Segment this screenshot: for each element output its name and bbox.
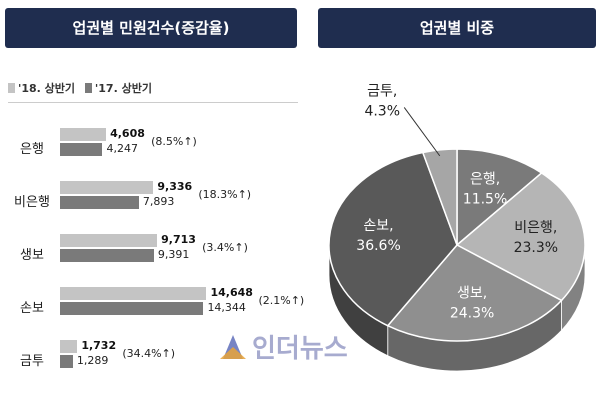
category-label: 금투 xyxy=(20,354,44,369)
pie-slice-label: 은행, xyxy=(470,171,500,187)
growth-label: (2.1%↑) xyxy=(258,294,305,307)
pie-chart-title: 업권별 비중 xyxy=(318,8,596,48)
pie-slice xyxy=(386,244,563,342)
pie-slice-value: 23.3% xyxy=(514,240,558,256)
value-label-current: 14,648 xyxy=(210,286,253,299)
bar-previous xyxy=(60,355,73,368)
pie-slice-label: 금투, xyxy=(367,83,397,99)
pie-slice-label: 손보, xyxy=(363,218,393,234)
growth-label: (18.3%↑) xyxy=(198,188,252,201)
pie-slice-label: 생보, xyxy=(457,285,487,301)
pie-slice-label: 비은행, xyxy=(514,220,557,236)
watermark: 인더뉴스 xyxy=(218,328,348,365)
pie-slice-value: 4.3% xyxy=(364,103,400,119)
watermark-text: 인더뉴스 xyxy=(252,334,348,364)
category-label: 은행 xyxy=(20,142,44,157)
value-label-current: 4,608 xyxy=(110,127,145,140)
watermark-logo-icon xyxy=(220,334,246,359)
value-label-previous: 7,893 xyxy=(142,195,175,208)
growth-label: (8.5%↑) xyxy=(151,135,197,148)
legend-swatch-previous xyxy=(84,83,92,93)
value-label-previous: 14,344 xyxy=(207,301,246,314)
category-label: 손보 xyxy=(20,301,44,316)
legend-label-previous: '17. 상반기 xyxy=(94,82,152,95)
bar-current xyxy=(60,128,107,141)
category-label: 비은행 xyxy=(14,195,50,210)
value-label-previous: 9,391 xyxy=(157,248,190,261)
value-label-previous: 1,289 xyxy=(76,354,109,367)
pie-slice-value: 11.5% xyxy=(463,191,507,207)
bar-previous xyxy=(60,249,154,262)
bar-current xyxy=(60,287,207,300)
pie-slice xyxy=(421,148,458,246)
value-label-current: 1,732 xyxy=(81,339,117,352)
pie-slice xyxy=(456,148,543,247)
value-label-current: 9,336 xyxy=(157,180,193,193)
legend-item-current: '18. 상반기 xyxy=(8,80,75,96)
bar-previous xyxy=(60,196,139,209)
growth-label: (3.4%↑) xyxy=(202,241,248,254)
bar-chart-title: 업권별 민원건수(증감율) xyxy=(5,8,297,48)
legend-item-previous: '17. 상반기 xyxy=(84,80,152,96)
pie-slice xyxy=(455,172,586,302)
pie-leader-line xyxy=(403,107,441,157)
bar-previous xyxy=(60,302,204,315)
pie-slice-value: 24.3% xyxy=(450,305,494,321)
value-label-previous: 4,247 xyxy=(106,142,138,155)
legend-label-current: '18. 상반기 xyxy=(18,82,76,95)
bar-current xyxy=(60,340,78,353)
bar-current xyxy=(60,181,154,194)
pie-slice xyxy=(328,151,458,327)
legend-swatch-current xyxy=(8,83,15,93)
category-label: 생보 xyxy=(20,248,44,263)
pie-chart: 은행, 11.5% 비은행, 23.3% 생보, 24.3% 손보, 36.6% 금투, 4.3% xyxy=(328,83,586,372)
value-label-current: 9,713 xyxy=(161,233,196,246)
bar-previous xyxy=(60,143,103,156)
legend-divider xyxy=(8,102,298,103)
legend: '18. 상반기 '17. 상반기 xyxy=(8,80,158,96)
growth-label: (34.4%↑) xyxy=(122,347,176,360)
pie-slice-value: 36.6% xyxy=(356,238,400,254)
bar-current xyxy=(60,234,158,247)
